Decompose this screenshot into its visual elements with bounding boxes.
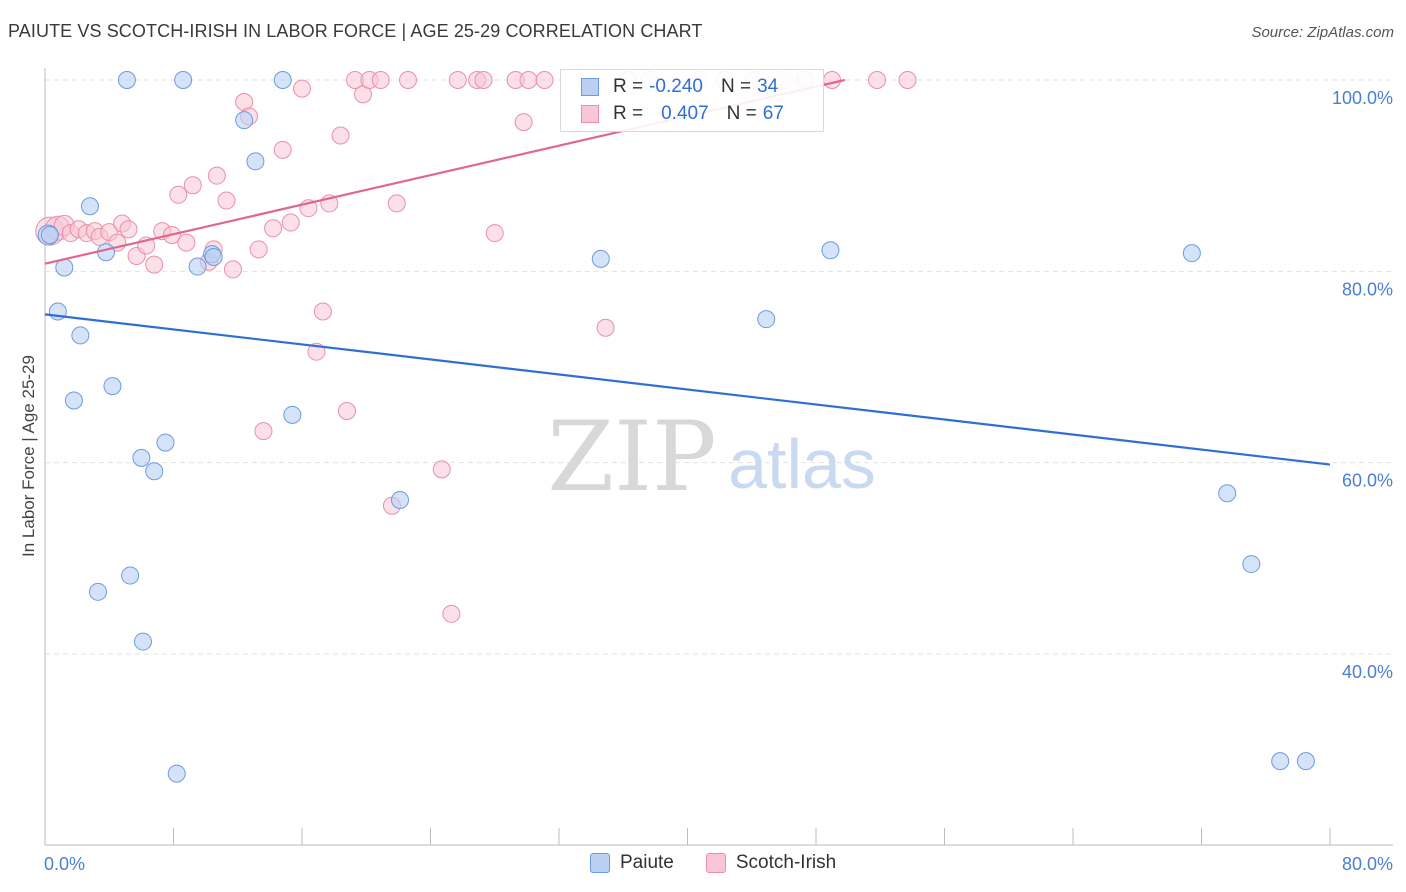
paiute-point[interactable] bbox=[121, 566, 140, 585]
scotch-r-value: 0.407 bbox=[661, 103, 709, 124]
y-axis-title: In Labor Force | Age 25-29 bbox=[19, 355, 38, 557]
paiute-legend-label: Paiute bbox=[620, 852, 674, 873]
paiute-point[interactable] bbox=[145, 462, 164, 481]
scotch-irish-point[interactable] bbox=[169, 185, 188, 204]
paiute-point[interactable] bbox=[1296, 752, 1315, 771]
scotch-n-value: 67 bbox=[762, 103, 784, 124]
paiute-point[interactable] bbox=[117, 71, 136, 89]
y-tick-label: 100.0% bbox=[1332, 88, 1393, 108]
scotch-irish-point[interactable] bbox=[217, 191, 236, 210]
scotch-irish-point[interactable] bbox=[254, 422, 273, 441]
paiute-point[interactable] bbox=[1218, 484, 1237, 503]
scotch-irish-point[interactable] bbox=[183, 176, 202, 195]
legend-row-paiute: R = -0.240 N = 34 bbox=[581, 74, 778, 100]
paiute-point[interactable] bbox=[1242, 555, 1261, 574]
series-paiute bbox=[37, 71, 1315, 783]
scotch-irish-point[interactable] bbox=[371, 71, 390, 89]
paiute-point[interactable] bbox=[103, 377, 122, 396]
scotch-irish-point[interactable] bbox=[448, 71, 467, 89]
scotch-irish-legend-swatch bbox=[705, 853, 726, 873]
axes bbox=[44, 68, 1393, 846]
paiute-point[interactable] bbox=[757, 310, 776, 329]
scotch-irish-point[interactable] bbox=[535, 71, 554, 89]
legend-box: R = -0.240 N = 34 R = 0.407 N = 67 bbox=[560, 69, 824, 132]
paiute-point[interactable] bbox=[156, 433, 175, 452]
scotch-irish-point[interactable] bbox=[177, 233, 196, 252]
paiute-point[interactable] bbox=[40, 225, 59, 244]
paiute-point[interactable] bbox=[64, 391, 83, 410]
scotch-irish-point[interactable] bbox=[868, 71, 887, 89]
paiute-point[interactable] bbox=[591, 249, 610, 268]
paiute-swatch bbox=[581, 78, 599, 96]
watermark-zip: ZIP bbox=[547, 401, 716, 513]
paiute-r-label: R = bbox=[613, 76, 644, 97]
scotch-irish-point[interactable] bbox=[442, 604, 461, 623]
gridlines bbox=[45, 79, 1393, 655]
paiute-legend-swatch bbox=[590, 853, 610, 873]
scotch-irish-point[interactable] bbox=[337, 402, 356, 421]
bottom-legend-paiute[interactable]: Paiute bbox=[590, 852, 674, 874]
scotch-n-label: N = bbox=[726, 103, 757, 124]
paiute-point[interactable] bbox=[390, 490, 409, 509]
scotch-irish-point[interactable] bbox=[313, 302, 332, 321]
paiute-point[interactable] bbox=[273, 71, 292, 89]
paiute-point[interactable] bbox=[71, 326, 90, 345]
scotch-irish-point[interactable] bbox=[119, 220, 138, 239]
paiute-point[interactable] bbox=[97, 243, 116, 262]
paiute-r-value: -0.240 bbox=[649, 76, 703, 97]
y-tick-label: 60.0% bbox=[1342, 471, 1393, 491]
scotch-irish-point[interactable] bbox=[249, 240, 268, 259]
paiute-point[interactable] bbox=[174, 71, 193, 89]
paiute-n-label: N = bbox=[720, 76, 752, 97]
scotch-irish-point[interactable] bbox=[898, 71, 917, 89]
bottom-legend: Paiute Scotch-Irish bbox=[590, 852, 868, 874]
scotch-irish-point[interactable] bbox=[823, 71, 842, 89]
scotch-irish-point[interactable] bbox=[399, 71, 418, 89]
y-tick-label: 80.0% bbox=[1342, 279, 1393, 299]
scotch-irish-point[interactable] bbox=[264, 219, 283, 238]
scotch-irish-point[interactable] bbox=[273, 140, 292, 159]
scotch-irish-point[interactable] bbox=[432, 460, 451, 479]
scotch-r-label: R = bbox=[613, 103, 644, 124]
scotch-irish-point[interactable] bbox=[485, 224, 504, 243]
x-tick-label-max: 80.0% bbox=[1342, 854, 1393, 874]
source-label: Source: ZipAtlas.com bbox=[1251, 24, 1394, 41]
scotch-irish-point[interactable] bbox=[596, 318, 615, 337]
paiute-point[interactable] bbox=[1271, 752, 1290, 771]
scotch-irish-point[interactable] bbox=[387, 194, 406, 213]
scotch-irish-point[interactable] bbox=[474, 71, 493, 89]
paiute-point[interactable] bbox=[133, 632, 152, 651]
scotch-irish-point[interactable] bbox=[519, 71, 538, 89]
paiute-point[interactable] bbox=[235, 111, 254, 130]
paiute-point[interactable] bbox=[167, 764, 186, 783]
paiute-point[interactable] bbox=[821, 241, 840, 260]
y-tick-label: 40.0% bbox=[1342, 662, 1393, 682]
paiute-point[interactable] bbox=[204, 247, 223, 266]
scotch-irish-point[interactable] bbox=[145, 255, 164, 274]
paiute-point[interactable] bbox=[246, 152, 265, 171]
scotch-irish-legend-label: Scotch-Irish bbox=[735, 852, 837, 873]
paiute-point[interactable] bbox=[80, 197, 99, 216]
paiute-point[interactable] bbox=[283, 405, 302, 424]
scotch-irish-point[interactable] bbox=[281, 213, 300, 232]
scotch-irish-point[interactable] bbox=[207, 166, 226, 185]
paiute-point[interactable] bbox=[132, 448, 151, 467]
scotch-irish-point[interactable] bbox=[331, 126, 350, 145]
paiute-point[interactable] bbox=[89, 582, 108, 601]
series-scotch-irish bbox=[35, 71, 917, 623]
scotch-irish-point[interactable] bbox=[293, 79, 311, 98]
paiute-point[interactable] bbox=[1182, 244, 1201, 263]
x-tick-label-min: 0.0% bbox=[44, 854, 85, 874]
scotch-irish-point[interactable] bbox=[223, 260, 242, 279]
bottom-legend-scotch-irish[interactable]: Scotch-Irish bbox=[705, 852, 837, 874]
chart-title: PAIUTE VS SCOTCH-IRISH IN LABOR FORCE | … bbox=[8, 21, 703, 41]
scotch-irish-swatch bbox=[581, 105, 599, 123]
paiute-trend-line bbox=[44, 313, 1331, 466]
paiute-n-value: 34 bbox=[757, 76, 779, 97]
legend-row-scotch-irish: R = 0.407 N = 67 bbox=[581, 101, 784, 127]
scotch-irish-point[interactable] bbox=[514, 113, 533, 132]
watermark-atlas: atlas bbox=[728, 425, 876, 503]
paiute-point[interactable] bbox=[188, 257, 207, 276]
